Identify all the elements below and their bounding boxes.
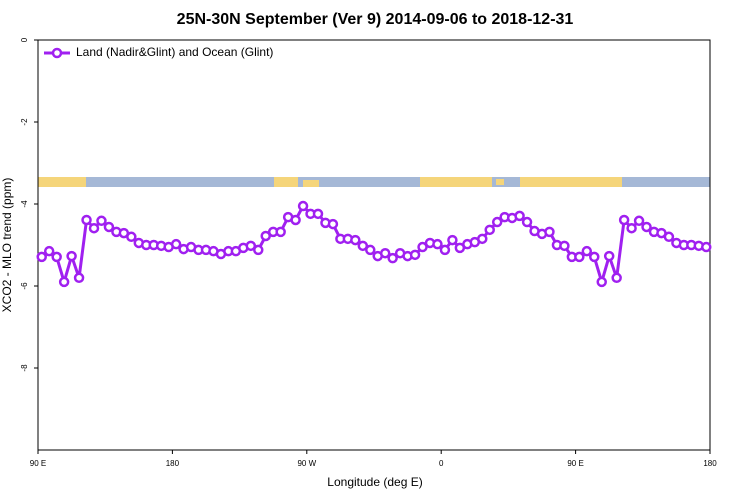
x-tick-label: 90 E [30,459,46,468]
x-axis-label: Longitude (deg E) [327,475,422,489]
data-point [484,224,495,236]
data-point [96,215,107,227]
data-point [365,244,376,256]
data-point [514,210,525,222]
data-point [36,251,47,263]
data-point [663,231,675,243]
data-point [603,250,615,262]
x-tick-label: 90 E [567,459,583,468]
data-point [327,218,339,230]
y-tick-label: -8 [20,364,29,372]
y-tick-label: 0 [20,37,29,42]
data-point [170,238,182,250]
data-point [596,276,607,288]
land-ocean-strip [38,177,710,187]
data-point [73,272,85,284]
data-point [701,241,712,253]
data-point [350,234,361,246]
data-point [641,221,652,233]
data-point [312,208,324,220]
y-tick-label: -4 [20,200,29,208]
y-axis-label: XCO2 - MLO trend (ppm) [0,178,14,313]
data-point [432,238,443,250]
data-point [521,216,533,228]
data-point [253,244,264,256]
data-point [447,234,458,246]
data-point [81,214,92,226]
x-tick-label: 0 [439,459,444,468]
legend-label: Land (Nadir&Glint) and Ocean (Glint) [76,45,273,59]
data-point [581,245,593,257]
data-point [626,222,637,234]
data-point [297,200,309,212]
x-tick-label: 180 [703,459,717,468]
legend-marker [51,47,63,59]
data-point [103,221,115,233]
data-point [51,251,62,263]
data-point [43,245,55,257]
data-point [439,244,451,256]
data-point [477,233,488,245]
data-point [589,251,600,263]
data-point [544,226,555,238]
data-point [417,241,428,253]
data-point [88,222,100,234]
data-point [618,214,630,226]
data-point [559,240,570,252]
data-point [611,272,622,284]
data-point [409,249,421,261]
data-point [290,214,301,226]
data-point [387,252,398,264]
y-tick-label: -2 [20,118,29,126]
data-point [633,215,645,227]
chart-title: 25N-30N September (Ver 9) 2014-09-06 to … [177,11,574,28]
x-tick-label: 180 [166,459,180,468]
data-point [275,226,286,238]
y-tick-label: -6 [20,282,29,290]
data-point [245,240,257,252]
data-point [58,276,70,288]
x-tick-label: 90 W [297,459,316,468]
data-point [260,230,271,242]
data-point [357,240,369,252]
data-point [574,251,585,263]
data-point [491,216,503,228]
data-point [126,231,137,243]
data-point [379,247,391,259]
data-point [66,250,77,262]
